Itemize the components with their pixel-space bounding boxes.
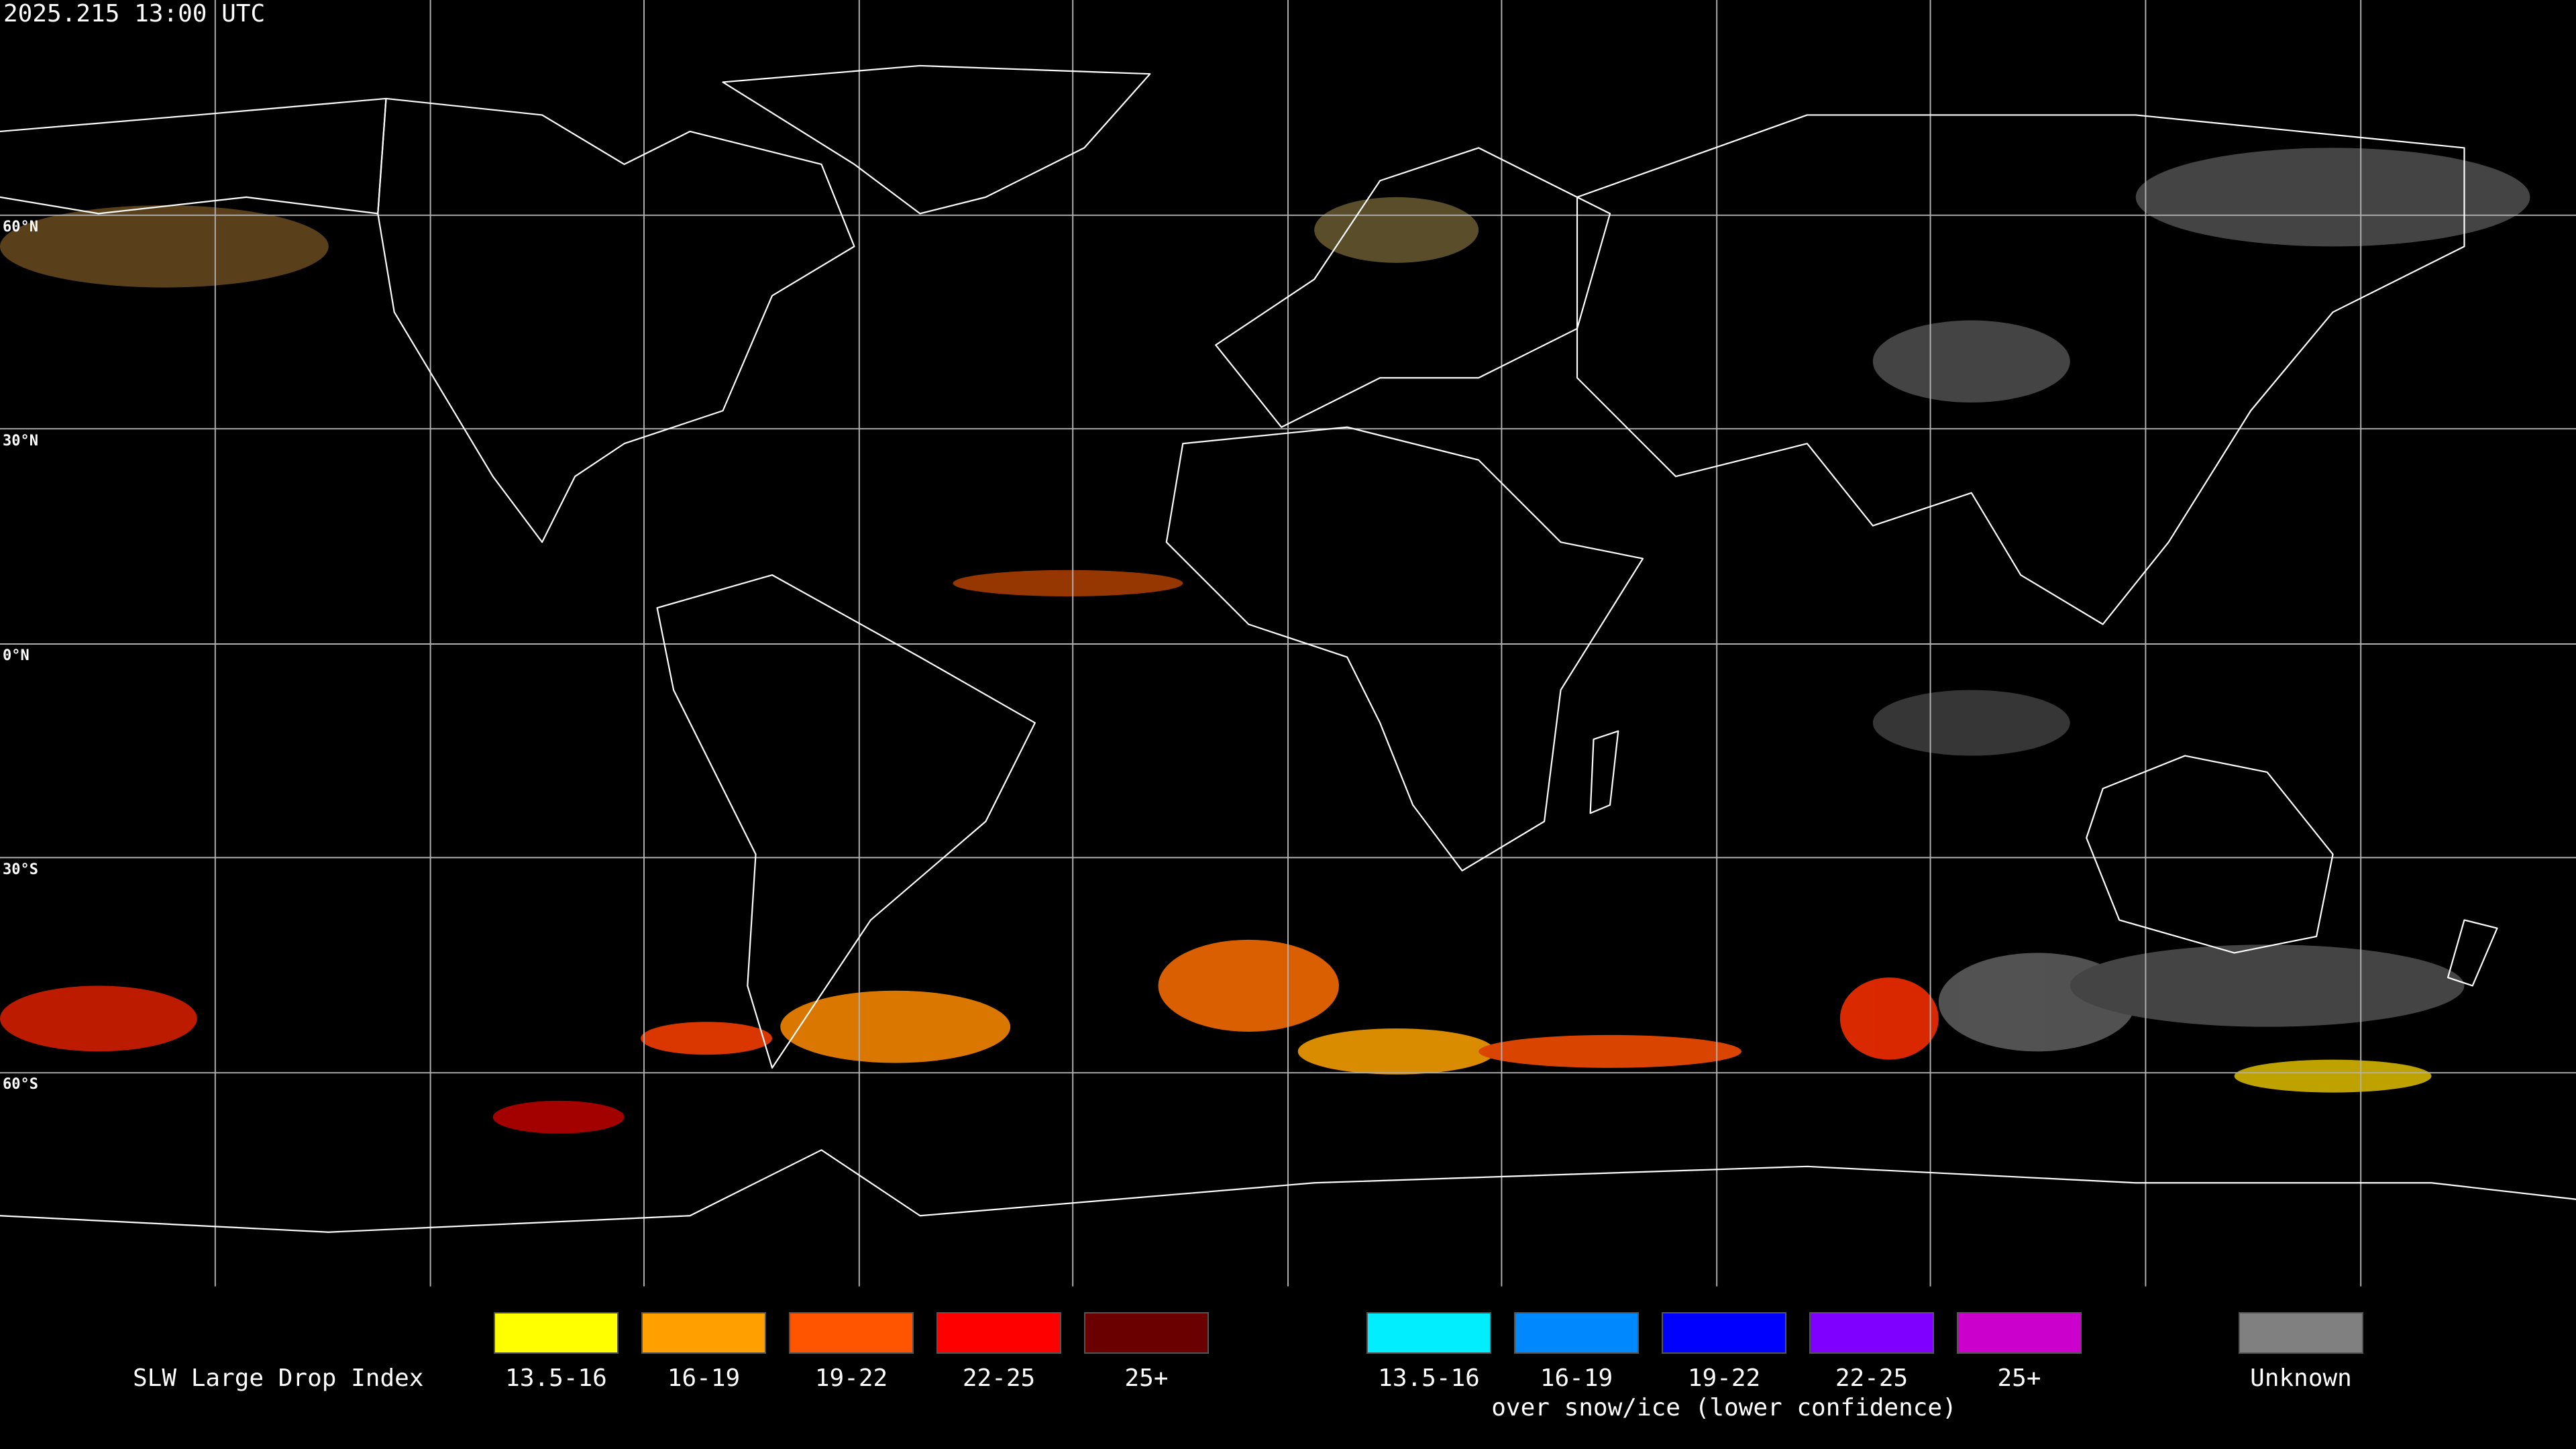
- latitude-label: 60°S: [3, 1076, 38, 1093]
- weather-clouds: [0, 148, 2530, 1134]
- map: [0, 0, 2576, 1287]
- legend-swatch: [1084, 1312, 1209, 1354]
- legend-label: 22-25: [963, 1364, 1035, 1392]
- legend-swatch: [641, 1312, 766, 1354]
- latitude-labels: 60°N 30°N 0°N 30°S 60°S: [3, 219, 38, 1093]
- latitude-label: 60°N: [3, 219, 38, 235]
- legend: SLW Large Drop Index 13.5-16 16-19 19-22 22…: [133, 1312, 2363, 1421]
- legend-swatch: [2239, 1312, 2363, 1354]
- legend-label: 25+: [1997, 1364, 2041, 1392]
- graticule: [0, 0, 2576, 1287]
- legend-label: 22-25: [1835, 1364, 1908, 1392]
- legend-label: 16-19: [667, 1364, 740, 1392]
- legend-label: Unknown: [2250, 1364, 2352, 1392]
- legend-subtitle: over snow/ice (lower confidence): [1491, 1394, 1957, 1421]
- latitude-label: 0°N: [3, 647, 30, 664]
- timestamp: 2025.215 13:00 UTC: [3, 0, 265, 28]
- legend-swatch: [789, 1312, 914, 1354]
- legend-swatch: [1809, 1312, 1934, 1354]
- legend-title: SLW Large Drop Index: [133, 1364, 423, 1392]
- legend-label: 13.5-16: [505, 1364, 607, 1392]
- legend-label: 25+: [1124, 1364, 1168, 1392]
- legend-label: 19-22: [815, 1364, 888, 1392]
- legend-swatch: [936, 1312, 1061, 1354]
- coastlines: [0, 64, 2576, 1233]
- legend-label: 19-22: [1688, 1364, 1760, 1392]
- legend-swatch: [1366, 1312, 1491, 1354]
- legend-swatch: [1957, 1312, 2082, 1354]
- legend-swatch: [1662, 1312, 1786, 1354]
- legend-swatch: [1514, 1312, 1639, 1354]
- legend-swatch: [494, 1312, 619, 1354]
- latitude-label: 30°N: [3, 433, 38, 449]
- legend-label: 16-19: [1540, 1364, 1613, 1392]
- legend-label: 13.5-16: [1378, 1364, 1480, 1392]
- latitude-label: 30°S: [3, 861, 38, 878]
